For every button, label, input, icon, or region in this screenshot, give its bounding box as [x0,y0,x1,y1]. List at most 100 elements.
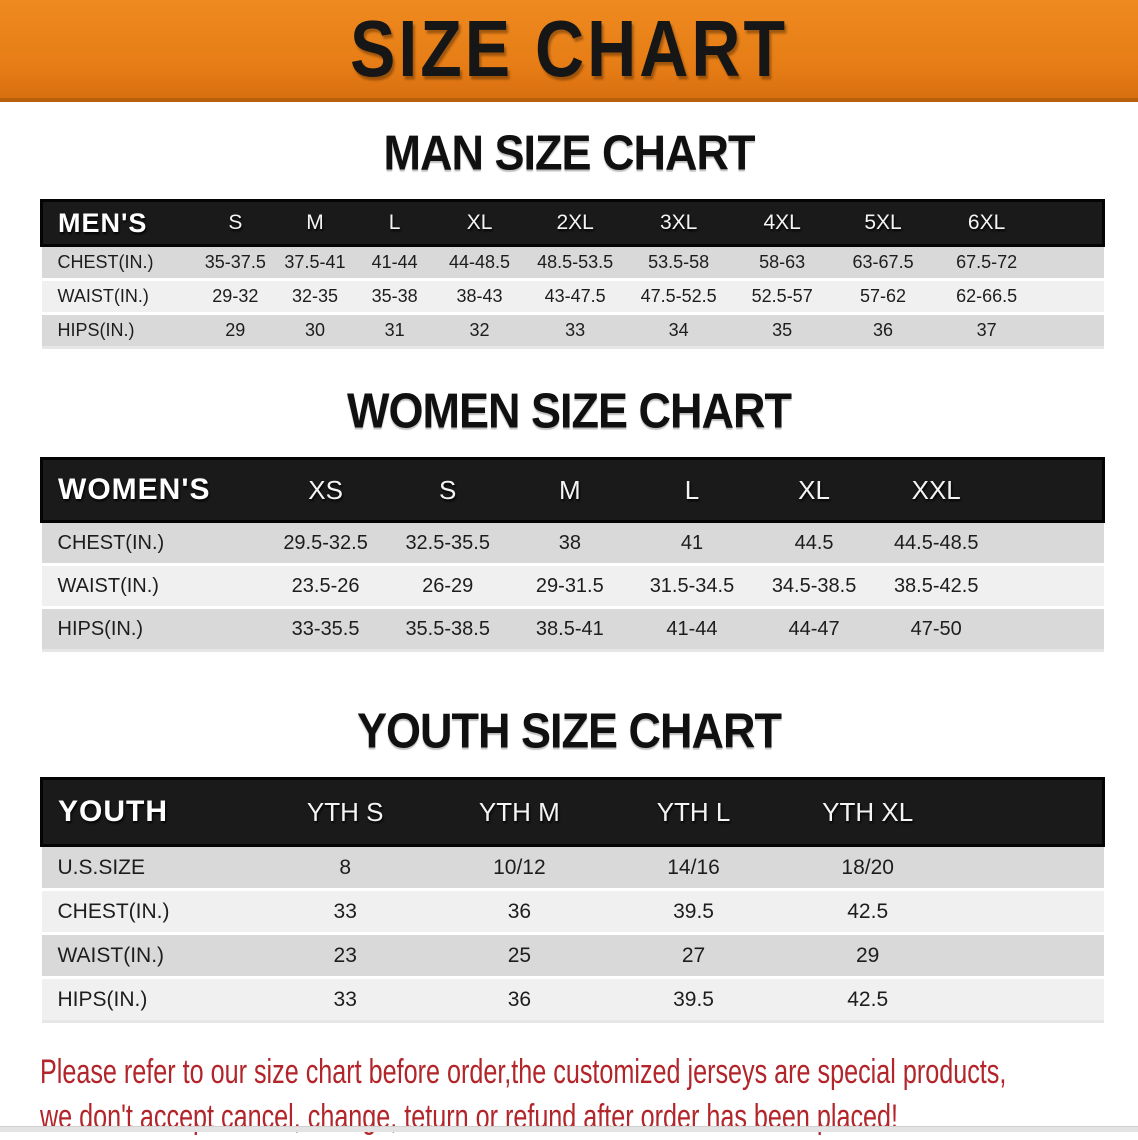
youth-section-heading: YOUTH SIZE CHART [356,702,782,759]
value-cell: 38.5-41 [508,607,631,652]
spacer-cell [1039,199,1105,247]
spacer-cell [1039,244,1104,281]
column-header: YTH S [258,777,433,847]
value-cell: 37 [933,313,1040,349]
value-cell: 42.5 [780,977,955,1023]
value-cell: 32.5-35.5 [386,520,509,566]
row-label: WAIST(IN.) [41,933,259,979]
column-header: M [508,457,631,523]
value-cell: 42.5 [780,889,955,935]
value-cell: 36 [432,977,607,1023]
womens-size-table: WOMEN'S XS S M L XL XXL CHEST(IN.) 29.5-… [39,457,1106,652]
column-header: XL [434,199,525,247]
column-header: YTH XL [780,777,955,847]
value-cell: 47.5-52.5 [625,279,732,315]
disclaimer-line-1: Please refer to our size chart before or… [40,1053,1007,1091]
table-row: WAIST(IN.) 23.5-26 26-29 29-31.5 31.5-34… [41,564,1104,609]
value-cell: 29-32 [195,279,276,315]
value-cell: 14/16 [606,844,781,891]
row-label: U.S.SIZE [41,844,259,891]
column-header: 6XL [933,199,1040,247]
column-header: 2XL [524,199,626,247]
table-row: CHEST(IN.) 29.5-32.5 32.5-35.5 38 41 44.… [41,520,1104,566]
table-row: HIPS(IN.) 33-35.5 35.5-38.5 38.5-41 41-4… [41,607,1104,652]
column-header: S [195,199,276,247]
row-label: WAIST(IN.) [41,279,196,315]
value-cell: 41 [630,520,754,566]
value-cell: 18/20 [780,844,955,891]
value-cell: 33 [258,889,433,935]
value-cell: 31 [354,313,435,349]
value-cell: 23.5-26 [264,564,387,609]
value-cell: 53.5-58 [625,244,732,281]
row-label: WAIST(IN.) [41,564,265,609]
spacer-cell [997,564,1104,609]
column-header: M [275,199,355,247]
spacer-cell [954,844,1104,891]
column-header: L [630,457,754,523]
value-cell: 38 [508,520,631,566]
youth-table-title: YOUTH [40,777,259,847]
value-cell: 31.5-34.5 [630,564,754,609]
spacer-cell [1039,313,1104,349]
mens-header-row: MEN'S S M L XL 2XL 3XL 4XL 5XL 6XL [40,199,1105,247]
value-cell: 35-38 [354,279,435,315]
spacer-cell [997,457,1106,523]
value-cell: 44.5-48.5 [875,520,998,566]
value-cell: 27 [606,933,781,979]
column-header: YTH L [606,777,781,847]
column-header: YTH M [432,777,607,847]
value-cell: 44.5 [753,520,876,566]
spacer-cell [1039,279,1104,315]
youth-size-table: YOUTH YTH S YTH M YTH L YTH XL U.S.SIZE … [40,777,1105,1023]
womens-header-row: WOMEN'S XS S M L XL XXL [39,457,1106,523]
value-cell: 57-62 [832,279,934,315]
value-cell: 67.5-72 [933,244,1040,281]
value-cell: 30 [275,313,355,349]
bottom-edge-strip [0,1126,1138,1132]
value-cell: 35 [731,313,833,349]
value-cell: 32 [434,313,525,349]
column-header: 3XL [625,199,732,247]
value-cell: 34.5-38.5 [753,564,876,609]
column-header: S [386,457,509,523]
women-section-heading: WOMEN SIZE CHART [347,382,792,439]
value-cell: 33 [524,313,626,349]
row-label: CHEST(IN.) [41,889,259,935]
womens-table-title: WOMEN'S [39,457,265,523]
value-cell: 29 [195,313,276,349]
value-cell: 23 [258,933,433,979]
value-cell: 29.5-32.5 [264,520,387,566]
youth-header-row: YOUTH YTH S YTH M YTH L YTH XL [40,777,1105,847]
value-cell: 29-31.5 [508,564,631,609]
value-cell: 35-37.5 [195,244,276,281]
column-header: XS [264,457,387,523]
row-label: CHEST(IN.) [41,244,196,281]
value-cell: 32-35 [275,279,355,315]
value-cell: 25 [432,933,607,979]
column-header: L [354,199,435,247]
value-cell: 38.5-42.5 [875,564,998,609]
value-cell: 38-43 [434,279,525,315]
column-header: XL [753,457,876,523]
spacer-cell [997,607,1104,652]
table-row: U.S.SIZE 8 10/12 14/16 18/20 [41,844,1104,891]
value-cell: 43-47.5 [524,279,626,315]
size-chart-banner: SIZE CHART [0,0,1138,102]
column-header: 4XL [731,199,833,247]
value-cell: 41-44 [354,244,435,281]
column-header: 5XL [832,199,934,247]
row-label: HIPS(IN.) [41,607,265,652]
value-cell: 39.5 [606,977,781,1023]
value-cell: 44-47 [753,607,876,652]
spacer-cell [954,933,1104,979]
table-row: CHEST(IN.) 35-37.5 37.5-41 41-44 44-48.5… [41,244,1104,281]
value-cell: 62-66.5 [933,279,1040,315]
value-cell: 63-67.5 [832,244,934,281]
disclaimer-line-2: we don't accept cancel, change, teturn o… [40,1098,898,1136]
value-cell: 41-44 [630,607,754,652]
value-cell: 10/12 [432,844,607,891]
spacer-cell [954,889,1104,935]
value-cell: 36 [832,313,934,349]
table-row: WAIST(IN.) 23 25 27 29 [41,933,1104,979]
